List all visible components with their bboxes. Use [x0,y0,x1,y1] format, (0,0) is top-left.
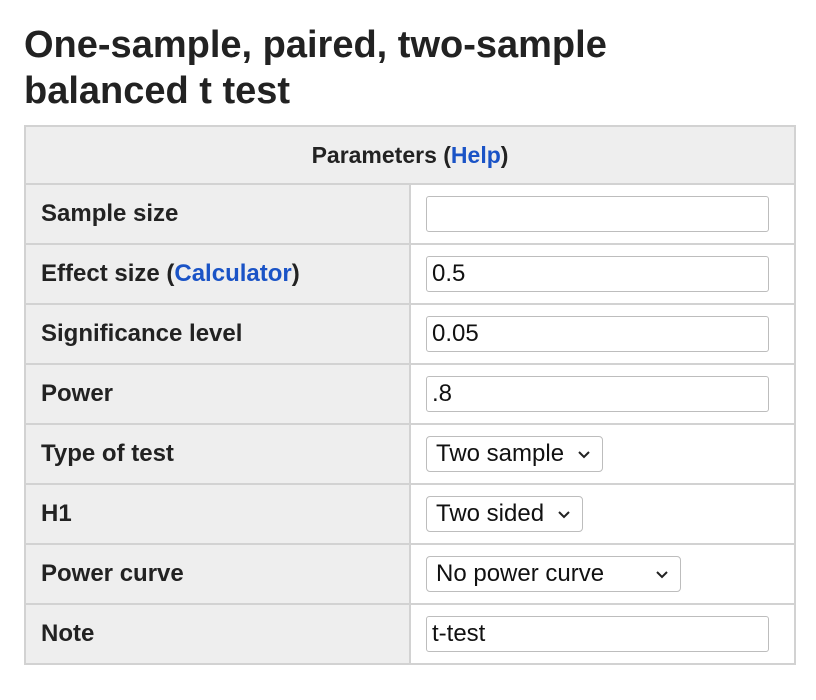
table-row: Note [24,603,796,665]
effect-size-input[interactable] [426,256,769,292]
note-cell [409,603,796,665]
parameters-header-suffix: ) [500,141,509,168]
power-curve-cell: No power curve [409,543,796,605]
parameters-header: Parameters (Help) [24,125,796,185]
note-input[interactable] [426,616,769,652]
h1-cell: Two sided [409,483,796,545]
page-title: One-sample, paired, two-sample balanced … [24,22,784,114]
note-label: Note [24,603,411,665]
h1-selected: Two sided [436,500,545,527]
table-row: Power curve No power curve [24,543,796,605]
help-link[interactable]: Help [450,141,501,168]
effect-size-cell [409,243,796,305]
chevron-down-icon [578,451,590,459]
sample-size-label: Sample size [24,183,411,245]
type-of-test-selected: Two sample [436,440,565,467]
h1-label: H1 [24,483,411,545]
power-input[interactable] [426,376,769,412]
power-curve-select[interactable]: No power curve [426,556,682,592]
table-header-row: Parameters (Help) [24,125,796,185]
sample-size-input[interactable] [426,196,769,232]
parameters-table: Parameters (Help) Sample size Effect siz… [24,125,796,665]
significance-level-label: Significance level [24,303,411,365]
h1-select[interactable]: Two sided [426,496,584,532]
table-row: Effect size (Calculator) [24,243,796,305]
effect-size-label: Effect size (Calculator) [24,243,411,305]
type-of-test-select[interactable]: Two sample [426,436,604,472]
chevron-down-icon [656,571,668,579]
page-title-line-1: One-sample, paired, two-sample [24,24,607,66]
table-row: Sample size [24,183,796,245]
sample-size-cell [409,183,796,245]
significance-level-cell [409,303,796,365]
calculator-link[interactable]: Calculator [174,260,292,287]
type-of-test-cell: Two sample [409,423,796,485]
power-curve-label: Power curve [24,543,411,605]
effect-size-label-prefix: Effect size ( [41,260,175,287]
power-label: Power [24,363,411,425]
significance-level-input[interactable] [426,316,769,352]
power-curve-selected: No power curve [436,560,605,587]
effect-size-label-suffix: ) [291,260,300,287]
page-title-line-2: balanced t test [24,70,291,112]
type-of-test-label: Type of test [24,423,411,485]
table-row: Type of test Two sample [24,423,796,485]
table-row: Significance level [24,303,796,365]
power-cell [409,363,796,425]
chevron-down-icon [558,511,570,519]
parameters-header-prefix: Parameters ( [311,141,451,168]
table-row: H1 Two sided [24,483,796,545]
table-row: Power [24,363,796,425]
